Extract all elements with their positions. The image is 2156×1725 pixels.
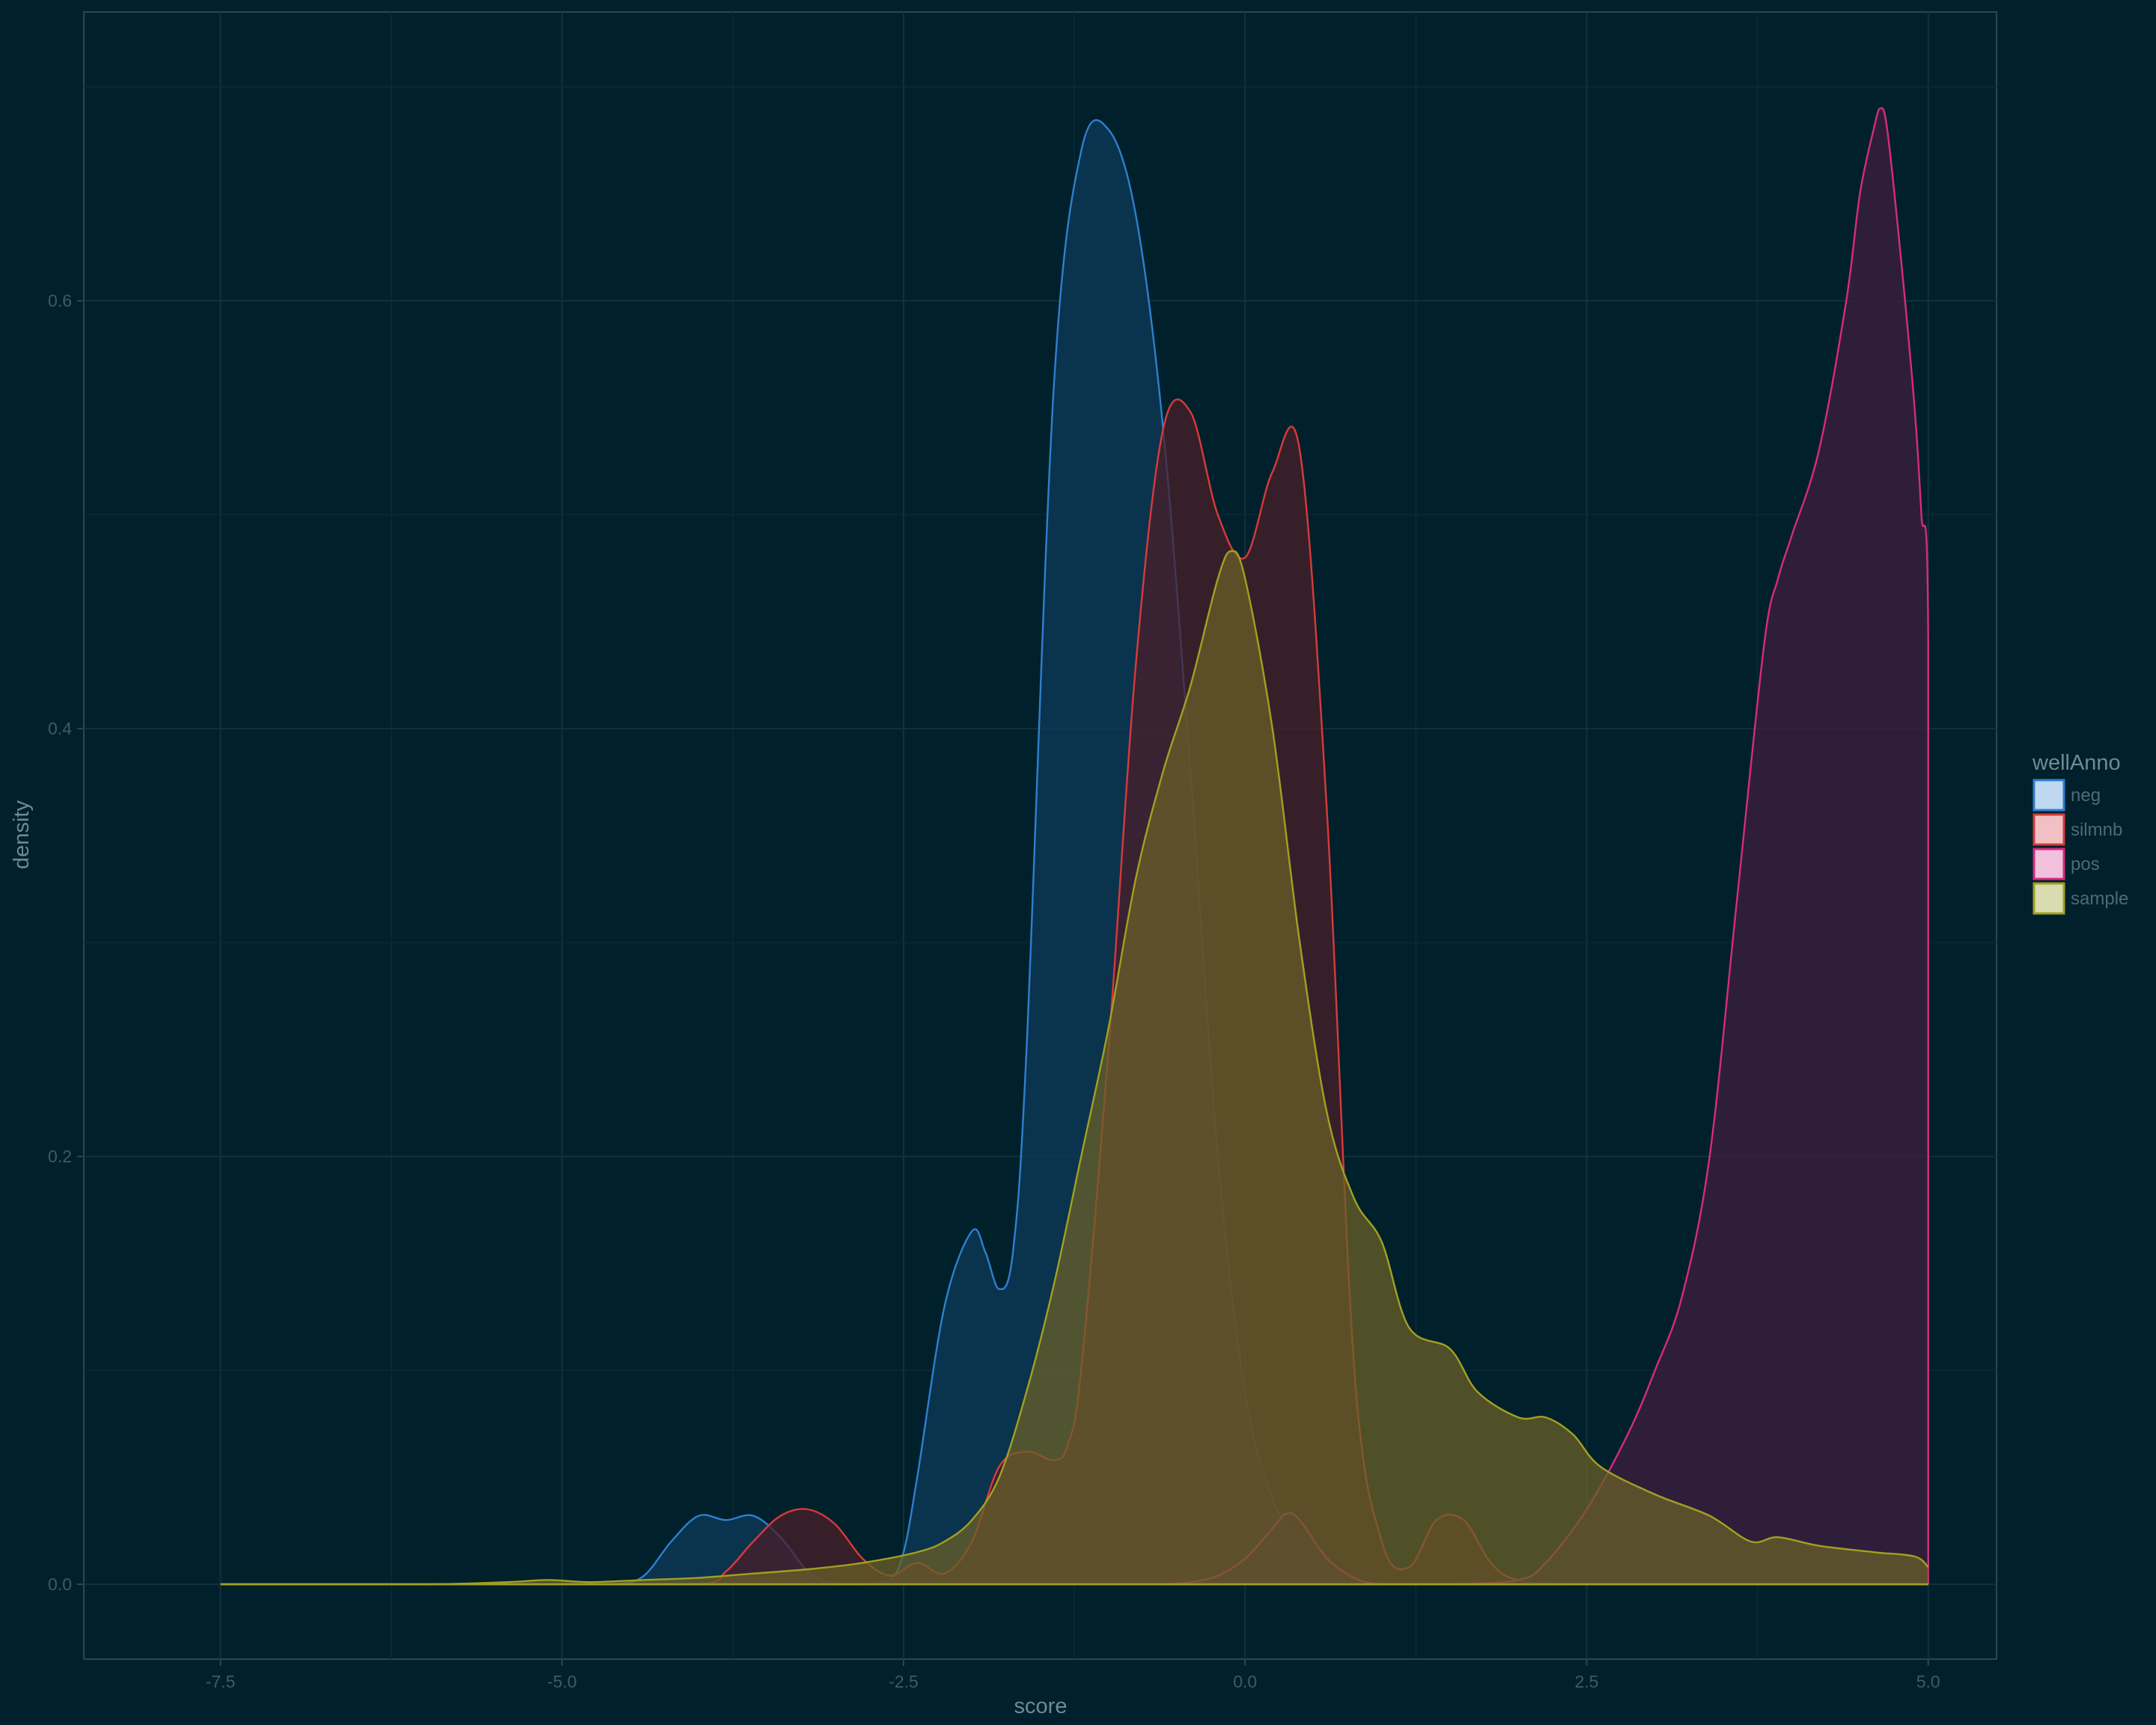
legend-key-neg — [2032, 779, 2065, 812]
x-tick-label: -7.5 — [206, 1672, 236, 1691]
y-tick-label: 0.6 — [48, 291, 72, 311]
legend-label-pos: pos — [2071, 854, 2100, 874]
legend-key-sample — [2032, 882, 2065, 915]
x-tick-label: 5.0 — [1916, 1672, 1940, 1691]
legend-label-silmnb: silmnb — [2071, 820, 2122, 840]
x-axis-title: score — [1014, 1694, 1068, 1718]
y-tick-label: 0.2 — [48, 1147, 72, 1166]
x-axis-ticks: -7.5 -5.0 -2.5 0.0 2.5 5.0 — [206, 1659, 1940, 1691]
x-tick-label: -2.5 — [889, 1672, 919, 1691]
legend-label-sample: sample — [2071, 889, 2128, 909]
legend-key-pos — [2032, 848, 2065, 880]
density-areas — [220, 107, 1929, 1586]
y-tick-label: 0.4 — [48, 719, 72, 738]
density-area-sample — [220, 550, 1928, 1585]
y-axis-title: density — [10, 800, 34, 869]
x-tick-label: 0.0 — [1233, 1672, 1257, 1691]
y-axis-ticks: 0.0 0.2 0.4 0.6 — [48, 291, 84, 1594]
legend-label-neg: neg — [2071, 785, 2101, 806]
density-area-pos — [1163, 108, 1928, 1584]
legend-title: wellAnno — [2032, 751, 2121, 775]
x-tick-label: -5.0 — [547, 1672, 577, 1691]
x-tick-label: 2.5 — [1575, 1672, 1599, 1691]
y-tick-label: 0.0 — [48, 1575, 72, 1594]
density-area-neg — [220, 120, 1928, 1585]
legend: wellAnno neg silmnb pos sample — [2032, 751, 2128, 915]
density-line-sample — [220, 550, 1929, 1586]
legend-key-silmnb — [2032, 813, 2065, 846]
